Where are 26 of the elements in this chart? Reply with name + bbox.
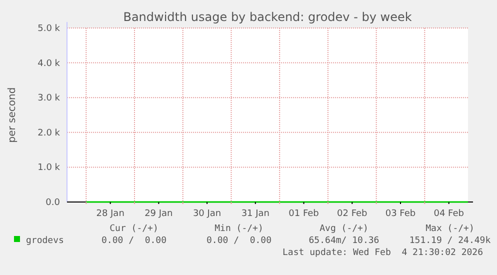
x-tick-label: 02 Feb [337, 209, 368, 219]
text: Min (-/+) [214, 224, 264, 234]
x-tick-label: 01 Feb [288, 209, 320, 219]
y-tick-label: 0.0 [46, 198, 60, 208]
text: Avg (-/+) [320, 224, 368, 234]
x-tick-label: 04 Feb [434, 209, 464, 219]
x-tick-label: 31 Jan [241, 209, 270, 219]
y-tick-label: 4.0 k [38, 58, 61, 69]
y-tick-label: 1.0 k [38, 163, 61, 174]
text: 0.00 / 0.00 [206, 236, 272, 246]
x-tick-label: 30 Jan [192, 209, 222, 219]
text: Max (-/+) [426, 224, 474, 234]
x-tick-label: 28 Jan [96, 209, 124, 219]
y-tick-label: 5.0 k [38, 24, 61, 34]
text: 65.64m/ 10.36 [308, 236, 380, 246]
y-tick-label: 3.0 k [38, 94, 61, 104]
x-tick-label: 03 Feb [385, 209, 416, 219]
text: 0.00 / 0.00 [101, 236, 167, 246]
y-axis-title: per second [7, 87, 18, 143]
text: 151.19 / 24.49k [409, 236, 492, 246]
legend-label: grodevs [26, 236, 64, 246]
chart-title: Bandwidth usage by backend: grodev - by week [123, 10, 412, 24]
x-tick-label: 29 Jan [144, 209, 173, 219]
text: Cur (-/+) [110, 224, 158, 234]
y-tick-label: 2.0 k [38, 128, 61, 138]
text: Last update: Wed Feb 4 21:30:02 2026 [282, 248, 483, 258]
